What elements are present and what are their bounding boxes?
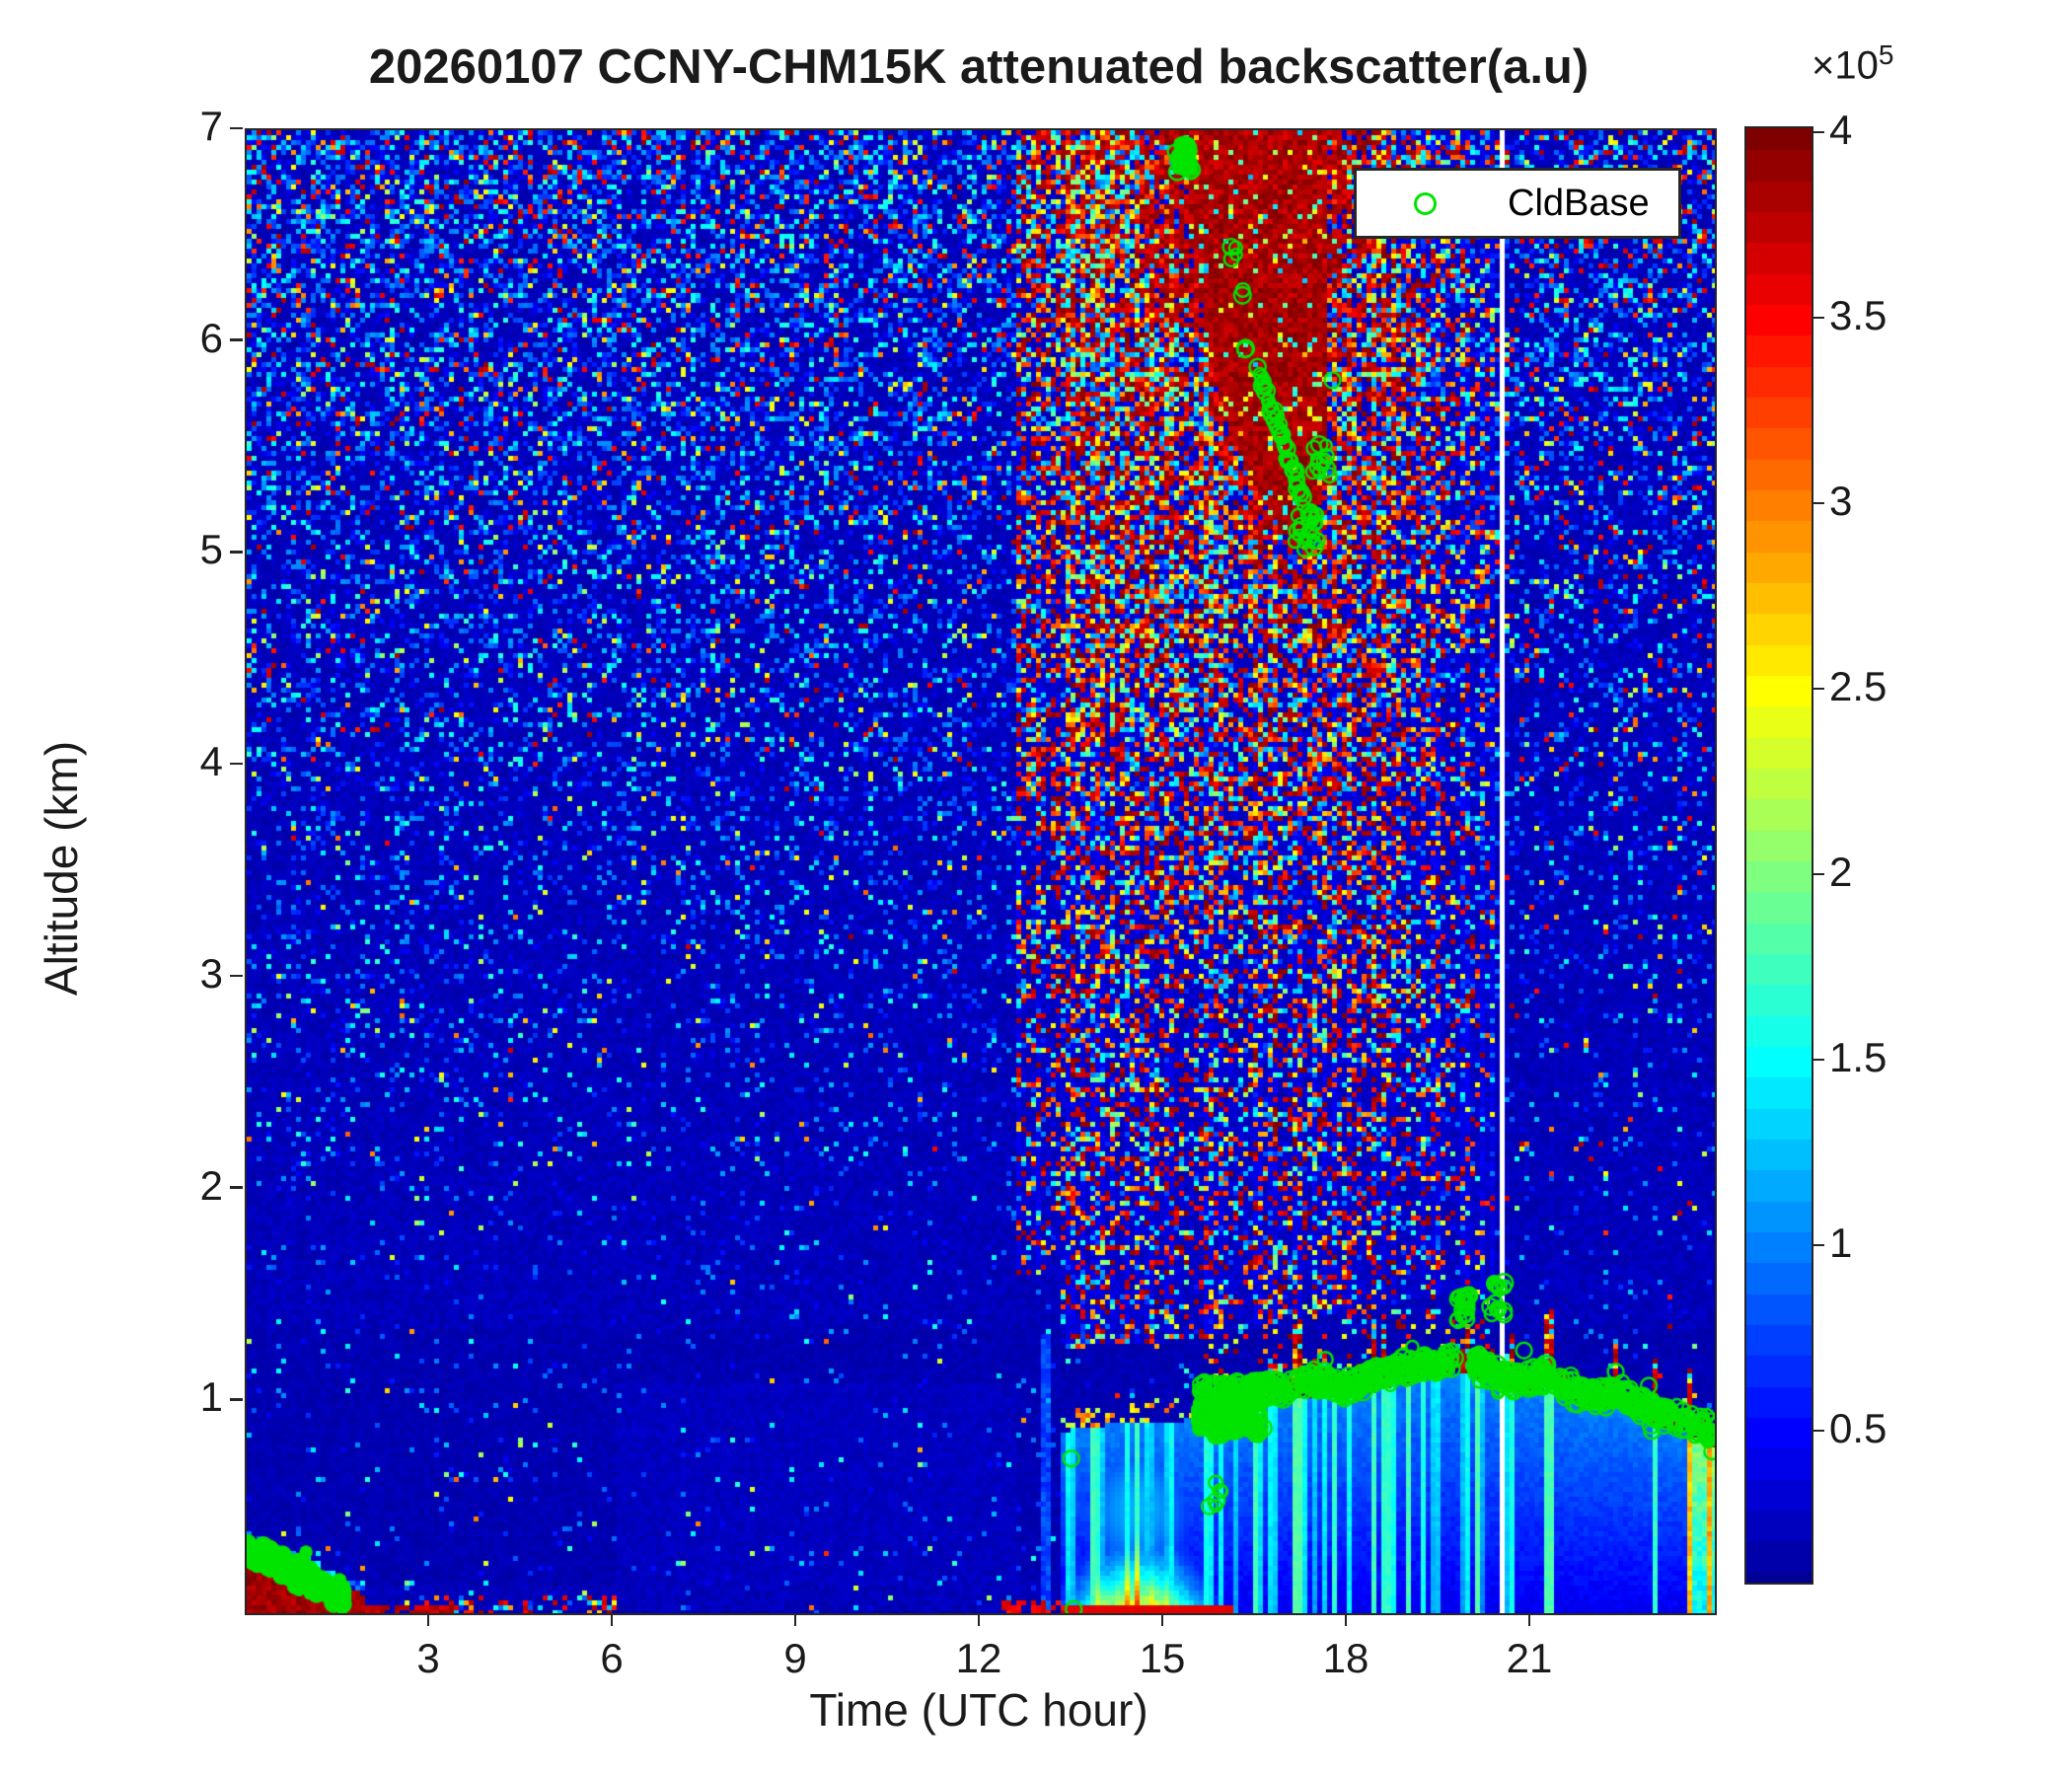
colorbar-tick-mark — [1812, 501, 1824, 505]
legend-box: CldBase — [1354, 168, 1681, 239]
y-tick-mark — [230, 1186, 243, 1189]
colorbar-tick-mark — [1812, 1429, 1824, 1433]
x-tick-label: 15 — [1139, 1635, 1186, 1681]
legend-label: CldBase — [1508, 182, 1650, 224]
x-tick-mark — [1160, 1613, 1164, 1626]
colorbar — [1744, 126, 1813, 1585]
x-tick-label: 21 — [1506, 1635, 1553, 1681]
y-tick-label: 3 — [199, 949, 223, 997]
x-tick-label: 6 — [600, 1635, 624, 1681]
y-tick-label: 5 — [199, 526, 223, 573]
x-tick-mark — [1527, 1613, 1531, 1626]
colorbar-tick-mark — [1812, 687, 1824, 691]
y-tick-mark — [230, 338, 243, 341]
colorbar-tick-mark — [1812, 130, 1824, 134]
y-tick-mark — [230, 126, 243, 130]
colorbar-scale-label: ×105 — [1812, 39, 1894, 88]
cloud-base-marker-icon — [1414, 191, 1437, 215]
y-tick-mark — [230, 1398, 243, 1401]
colorbar-tick-label: 2 — [1829, 849, 1853, 896]
y-tick-label: 1 — [199, 1373, 223, 1421]
x-tick-mark — [977, 1613, 981, 1626]
colorbar-tick-label: 3 — [1829, 478, 1853, 525]
heatmap-canvas — [247, 130, 1715, 1613]
y-tick-label: 6 — [199, 314, 223, 361]
y-tick-label: 4 — [199, 738, 223, 785]
colorbar-tick-mark — [1812, 316, 1824, 320]
colorbar-canvas — [1746, 128, 1812, 1583]
x-tick-mark — [610, 1613, 614, 1626]
colorbar-tick-label: 4 — [1829, 107, 1853, 154]
y-tick-mark — [230, 551, 243, 554]
x-tick-mark — [1344, 1613, 1348, 1626]
colorbar-tick-mark — [1812, 1243, 1824, 1247]
colorbar-tick-mark — [1812, 872, 1824, 876]
x-tick-label: 18 — [1322, 1635, 1369, 1681]
y-tick-mark — [230, 974, 243, 978]
y-tick-label: 7 — [199, 103, 223, 149]
y-tick-mark — [230, 762, 243, 766]
colorbar-tick-label: 3.5 — [1829, 292, 1887, 339]
x-tick-mark — [426, 1613, 430, 1626]
chart-title: 20260107 CCNY-CHM15K attenuated backscat… — [368, 40, 1590, 94]
colorbar-tick-label: 2.5 — [1829, 663, 1887, 710]
x-tick-label: 3 — [416, 1635, 440, 1681]
x-tick-mark — [793, 1613, 797, 1626]
colorbar-tick-label: 1.5 — [1829, 1034, 1887, 1081]
y-axis-label: Altitude (km) — [36, 740, 87, 997]
x-tick-label: 9 — [783, 1635, 807, 1681]
y-tick-label: 2 — [199, 1161, 223, 1209]
colorbar-tick-label: 1 — [1829, 1220, 1853, 1267]
colorbar-tick-label: 0.5 — [1829, 1405, 1887, 1452]
plot-area: CldBase — [245, 128, 1717, 1615]
x-axis-label: Time (UTC hour) — [809, 1684, 1148, 1736]
x-tick-label: 12 — [955, 1635, 1002, 1681]
colorbar-tick-mark — [1812, 1058, 1824, 1062]
